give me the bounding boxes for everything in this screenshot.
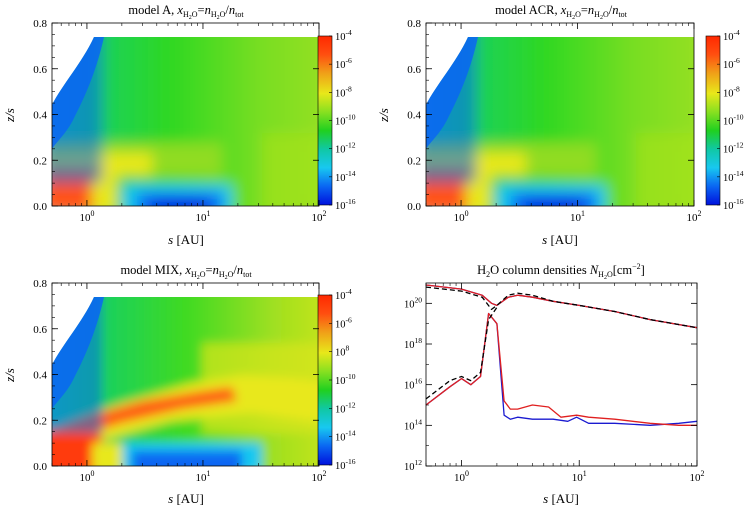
series-line bbox=[425, 312, 697, 426]
title-model-a: model A, xH2O=nH2O/ntot bbox=[128, 3, 244, 21]
x-tick-label: 100 bbox=[79, 209, 94, 224]
colorbar-tick-label: 10-16 bbox=[335, 197, 356, 212]
colorbar-tick-label: 108 bbox=[335, 344, 350, 359]
y-tick-label: 1014 bbox=[404, 417, 422, 432]
y-tick-label: 0.8 bbox=[33, 278, 47, 290]
x-tick-label: 102 bbox=[690, 469, 705, 484]
y-tick-label: 0.4 bbox=[33, 110, 47, 122]
x-tick-label: 102 bbox=[312, 469, 327, 484]
y-tick-label: 0.2 bbox=[33, 415, 47, 427]
x-tick-label: 102 bbox=[687, 209, 702, 224]
colorbar-tick-label: 10-6 bbox=[335, 315, 352, 330]
colorbar-tick-label: 10-8 bbox=[335, 84, 352, 99]
xlabel-model-mix: s [AU] bbox=[168, 491, 204, 506]
colorbar-tick-label: 10-10 bbox=[335, 113, 356, 128]
y-tick-label: 0.0 bbox=[33, 461, 47, 473]
colorbar-tick-label: 10-12 bbox=[335, 141, 356, 156]
panel-model-a bbox=[51, 22, 320, 207]
ylabel-model-mix: z/s bbox=[2, 368, 17, 383]
x-tick-label: 101 bbox=[195, 209, 210, 224]
x-tick-label: 102 bbox=[312, 209, 327, 224]
colorbar-tick-label: 10-6 bbox=[723, 56, 740, 71]
colorbar-tick-label: 10-4 bbox=[335, 287, 352, 302]
colorbar-tick-label: 10-4 bbox=[335, 28, 352, 43]
colorbar-tick-label: 10-10 bbox=[335, 372, 356, 387]
y-tick-label: 0.8 bbox=[407, 18, 421, 30]
plot-frame bbox=[425, 282, 698, 467]
y-tick-label: 0.6 bbox=[33, 64, 47, 76]
y-tick-label: 1012 bbox=[404, 458, 422, 473]
y-tick-label: 0.4 bbox=[407, 110, 421, 122]
colorbar-tick-label: 10-12 bbox=[723, 141, 744, 156]
colorbar-tick-label: 10-16 bbox=[723, 197, 744, 212]
colorbar-tick-label: 10-8 bbox=[723, 84, 740, 99]
colorbar-tick-label: 10-14 bbox=[335, 169, 356, 184]
y-tick-label: 0.0 bbox=[407, 201, 421, 213]
colorbar-tick-label: 10-4 bbox=[723, 28, 740, 43]
y-tick-label: 1020 bbox=[404, 295, 422, 310]
colorbar-tick-label: 10-10 bbox=[723, 113, 744, 128]
y-tick-label: 0.0 bbox=[33, 201, 47, 213]
xlabel-column-densities: s [AU] bbox=[543, 491, 579, 506]
panel-model-acr bbox=[425, 22, 695, 207]
y-tick-label: 0.8 bbox=[33, 18, 47, 30]
series-line bbox=[425, 307, 498, 400]
y-tick-label: 0.2 bbox=[407, 155, 421, 167]
series-line bbox=[425, 286, 698, 329]
x-tick-label: 100 bbox=[454, 209, 469, 224]
colorbar-tick-label: 10-14 bbox=[723, 169, 744, 184]
colorbar-tick-label: 10-14 bbox=[335, 429, 356, 444]
heatmap-model-acr bbox=[426, 23, 694, 206]
x-tick-label: 100 bbox=[454, 469, 469, 484]
x-tick-label: 100 bbox=[79, 469, 94, 484]
heatmap-model-a bbox=[52, 23, 319, 206]
colorbar-tick-label: 10-12 bbox=[335, 400, 356, 415]
panel-model-mix bbox=[51, 282, 320, 467]
xlabel-model-a: s [AU] bbox=[168, 232, 204, 247]
x-tick-label: 101 bbox=[572, 469, 587, 484]
axes-layer: 100 101 102 0.0 0.2 0.4 0.6 0.8 10-4 10-6 10-8 10-1… bbox=[33, 18, 744, 484]
colorbar-tick-label: 10-16 bbox=[335, 457, 356, 472]
title-model-acr: model ACR, xH2O=nH2O/ntot bbox=[495, 3, 628, 21]
y-tick-label: 0.4 bbox=[33, 370, 47, 382]
title-model-mix: model MIX, xH2O=nH2O/ntot bbox=[120, 263, 252, 281]
xlabel-model-acr: s [AU] bbox=[542, 232, 578, 247]
ylabel-model-a: z/s bbox=[2, 108, 17, 123]
ylabel-model-acr: z/s bbox=[376, 108, 391, 123]
x-tick-label: 101 bbox=[195, 469, 210, 484]
panel-column-densities bbox=[425, 282, 698, 467]
title-column-densities: H2O column densities NH2O[cm−2] bbox=[477, 262, 645, 281]
line-series-layer bbox=[425, 284, 698, 426]
x-tick-label: 101 bbox=[570, 209, 585, 224]
y-tick-label: 0.2 bbox=[33, 155, 47, 167]
y-tick-label: 0.6 bbox=[33, 324, 47, 336]
y-tick-label: 1018 bbox=[404, 336, 422, 351]
y-tick-label: 1016 bbox=[404, 377, 422, 392]
y-tick-label: 0.6 bbox=[407, 64, 421, 76]
heatmap-model-mix bbox=[52, 283, 319, 466]
colorbar-tick-label: 10-6 bbox=[335, 56, 352, 71]
